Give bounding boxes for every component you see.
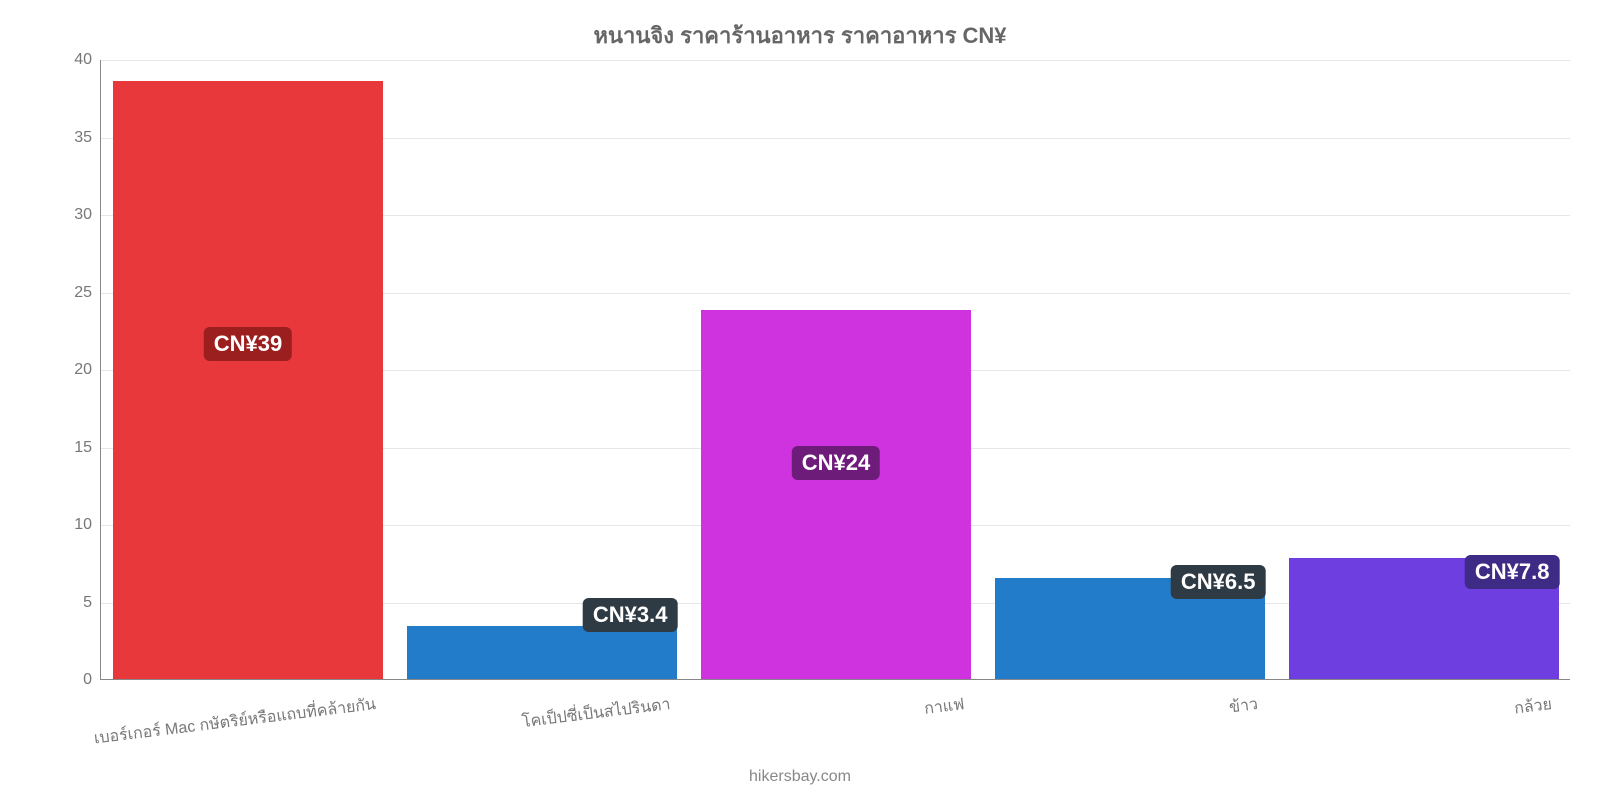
x-tick-label: กาแฟ [923, 692, 966, 722]
bar-value-label: CN¥3.4 [583, 598, 678, 632]
bar-value-label: CN¥7.8 [1465, 555, 1560, 589]
gridline [101, 60, 1570, 61]
x-axis-labels: เบอร์เกอร์ Mac กษัตริย์หรือแถบที่คล้ายกั… [100, 688, 1570, 758]
chart-title: หนานจิง ราคาร้านอาหาร ราคาอาหาร CN¥ [0, 18, 1600, 53]
bar [113, 81, 383, 679]
y-tick-label: 35 [74, 129, 92, 147]
y-tick-label: 10 [74, 516, 92, 534]
y-tick-label: 25 [74, 284, 92, 302]
y-tick-label: 15 [74, 439, 92, 457]
x-tick-label: โคเป็ปซี่เป็นสไปรินดา [520, 692, 671, 735]
bar-value-label: CN¥39 [204, 327, 292, 361]
bar [701, 310, 971, 679]
y-tick-label: 5 [83, 594, 92, 612]
plot-area: CN¥39 CN¥3.4 CN¥24 CN¥6.5 CN¥7.8 [100, 60, 1570, 680]
y-tick-label: 20 [74, 361, 92, 379]
bar [407, 626, 677, 679]
chart-source: hikersbay.com [0, 768, 1600, 786]
y-tick-label: 30 [74, 206, 92, 224]
price-bar-chart: หนานจิง ราคาร้านอาหาร ราคาอาหาร CN¥ CN¥3… [0, 0, 1600, 800]
x-tick-label: เบอร์เกอร์ Mac กษัตริย์หรือแถบที่คล้ายกั… [93, 692, 378, 751]
x-tick-label: ข้าว [1228, 692, 1260, 720]
y-tick-label: 0 [83, 671, 92, 689]
bar-value-label: CN¥24 [792, 446, 880, 480]
y-tick-label: 40 [74, 51, 92, 69]
bar-value-label: CN¥6.5 [1171, 565, 1266, 599]
x-tick-label: กล้วย [1513, 692, 1554, 721]
